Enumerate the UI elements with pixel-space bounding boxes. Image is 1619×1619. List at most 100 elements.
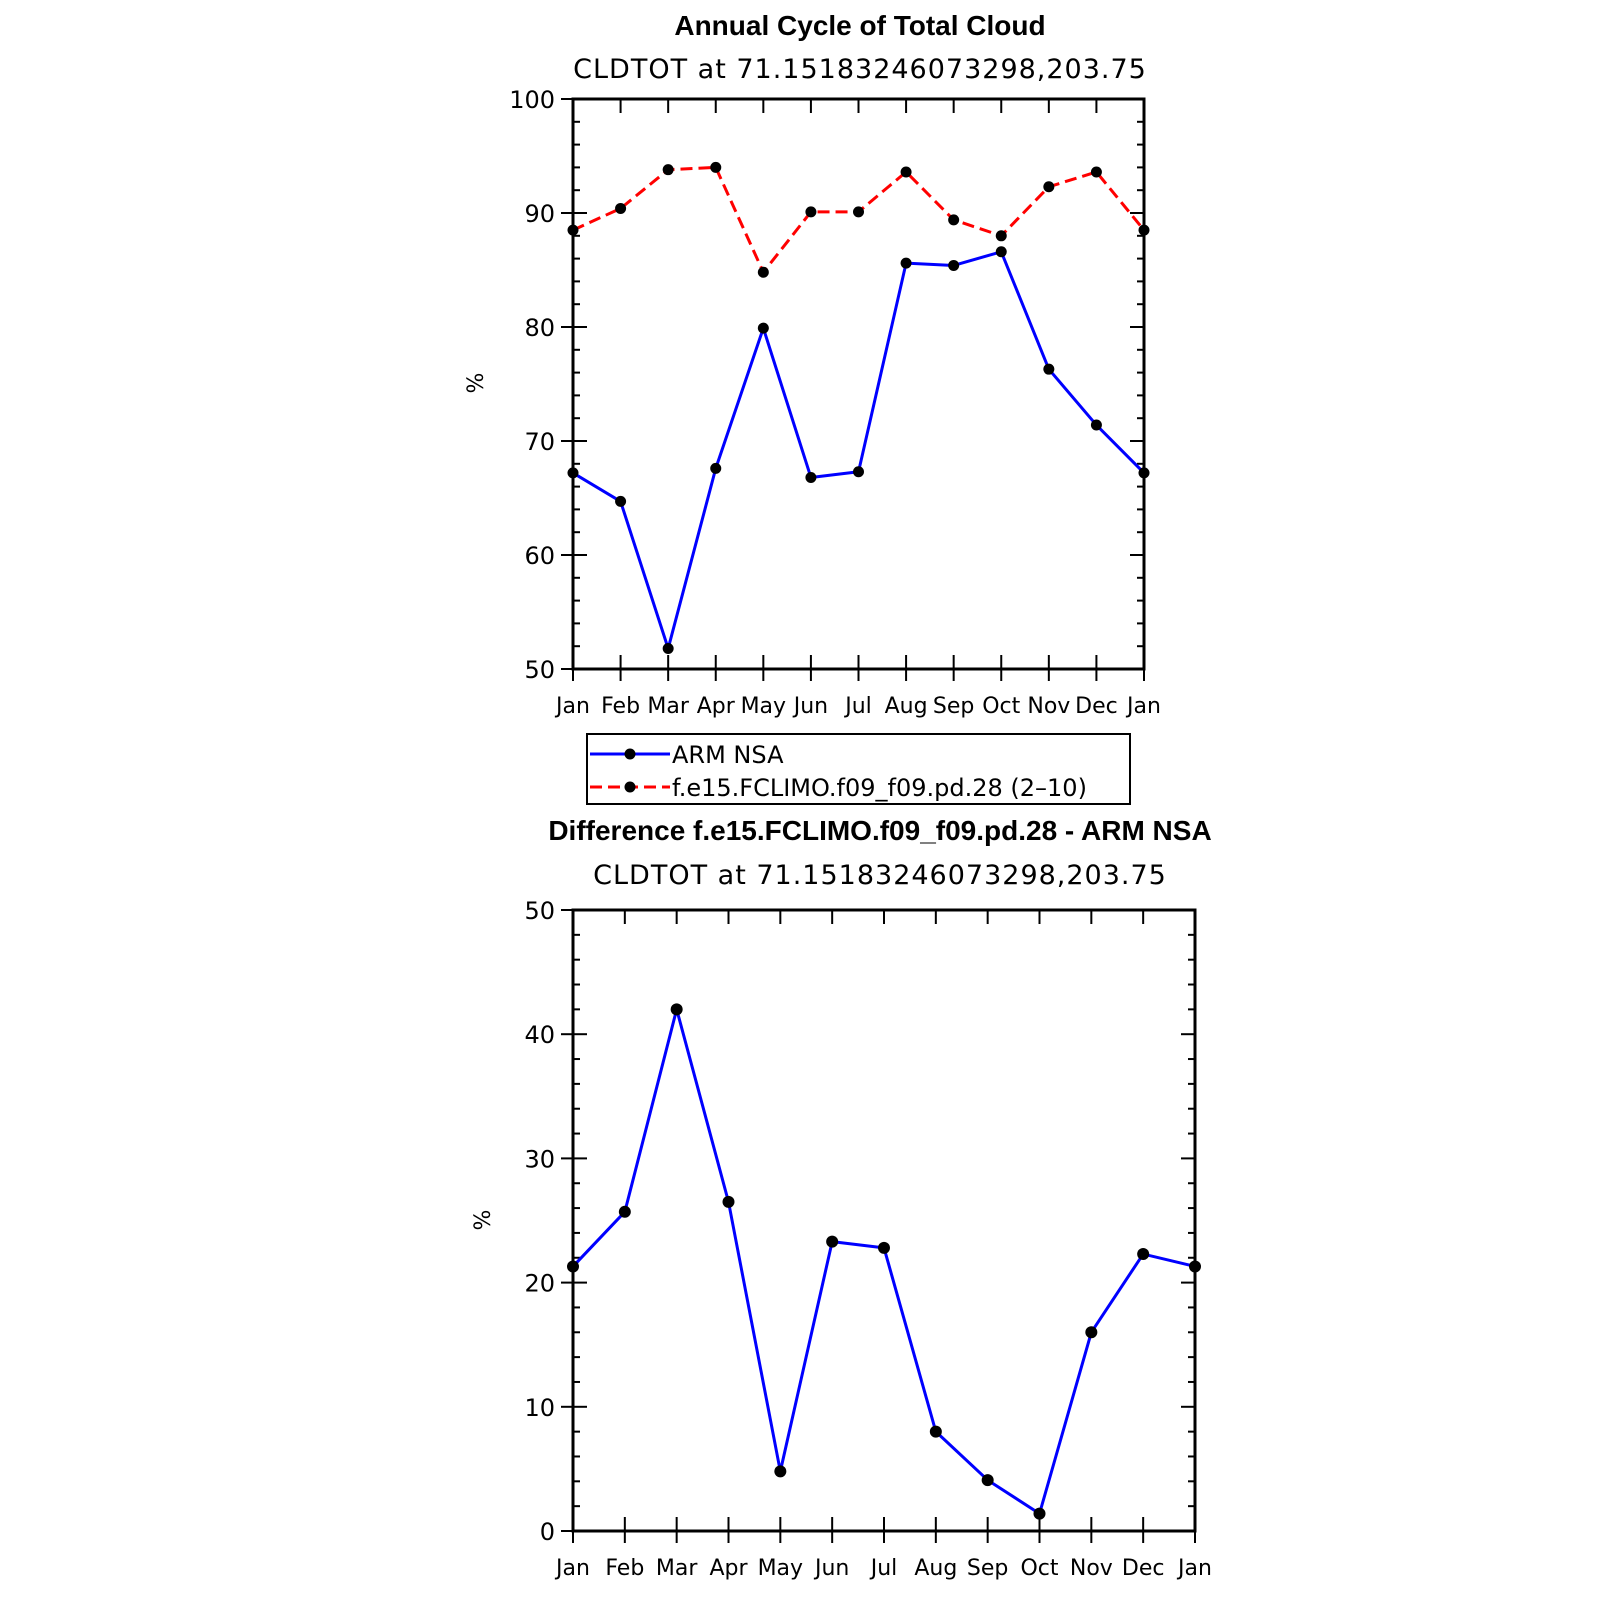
y-tick-label: 90 [524, 200, 555, 228]
data-point-sep-s2 [948, 214, 960, 226]
data-point-oct-s1 [1033, 1507, 1046, 1520]
data-point-nov-s1 [1043, 363, 1055, 375]
data-point-jan-s2 [1138, 224, 1150, 236]
x-tick-label-sep: Sep [933, 694, 974, 719]
data-point-dec-s1 [1090, 419, 1102, 431]
data-point-jul-s1 [878, 1241, 890, 1254]
data-point-aug-s2 [900, 166, 912, 178]
data-point-jan-s1 [567, 467, 579, 479]
x-tick-labels: Jan Feb Mar Apr May Jun Jul Aug Sep Oct Nov Dec Jan [554, 1556, 1212, 1581]
data-point-jun-s2 [805, 206, 817, 218]
chart-subtitle: CLDTOT at 71.15183246073298,203.75 [573, 54, 1147, 85]
x-tick-label-aug: Aug [914, 1556, 957, 1581]
data-point-oct-s2 [995, 230, 1007, 242]
y-tick-label: 20 [524, 1270, 555, 1298]
x-tick-label-apr: Apr [697, 694, 736, 719]
data-point-nov-s1 [1085, 1326, 1098, 1339]
legend-marker-arm-nsa [624, 748, 636, 760]
x-tick-label-jan: Jan [1176, 1556, 1212, 1581]
legend-label-arm-nsa: ARM NSA [672, 741, 784, 769]
series-points [567, 161, 1150, 654]
x-tick-label-may: May [758, 1556, 803, 1581]
data-point-may-s2 [757, 266, 769, 278]
x-tick-label-oct: Oct [1020, 1556, 1058, 1581]
x-tick-label-mar: Mar [647, 694, 689, 719]
x-tick-label-mar: Mar [656, 1556, 698, 1581]
x-tick-label-feb: Feb [601, 694, 640, 719]
x-tick-label-jul: Jul [843, 694, 872, 719]
x-tick-label-jan: Jan [554, 1556, 590, 1581]
legend-box [586, 733, 1131, 805]
chart-title: Difference f.e15.FCLIMO.f09_f09.pd.28 - … [548, 815, 1211, 846]
plot-frame [571, 908, 1197, 1533]
y-tick-label: 30 [524, 1145, 555, 1173]
data-point-jul-s2 [853, 206, 864, 218]
x-tick-label-sep: Sep [967, 1556, 1008, 1581]
x-tick-label-apr: Apr [709, 1556, 748, 1581]
x-tick-label-nov: Nov [1070, 1556, 1113, 1581]
data-point-feb-s1 [615, 495, 627, 507]
data-point-jun-s1 [826, 1235, 839, 1248]
chart-title: Annual Cycle of Total Cloud [674, 10, 1045, 41]
y-axis-label: % [471, 1210, 496, 1231]
data-point-jan-s1 [567, 1260, 579, 1273]
x-tick-label-dec: Dec [1075, 694, 1118, 719]
legend-entry-model: f.e15.FCLIMO.f09_f09.pd.28 (2–10) [590, 774, 1087, 802]
y-tick-label: 60 [524, 542, 555, 570]
data-point-apr-s2 [710, 161, 722, 173]
data-point-nov-s2 [1043, 181, 1055, 193]
y-tick-label: 50 [524, 897, 555, 925]
series-points [567, 1003, 1201, 1520]
y-tick-label: 70 [524, 428, 555, 456]
legend-entry-arm-nsa: ARM NSA [590, 741, 784, 769]
data-point-oct-s1 [995, 246, 1007, 258]
data-point-dec-s2 [1090, 166, 1102, 178]
data-point-jul-s1 [853, 466, 864, 478]
y-tick-label: 100 [509, 86, 555, 114]
plot-frame [571, 97, 1146, 671]
legend-label-model: f.e15.FCLIMO.f09_f09.pd.28 (2–10) [672, 774, 1087, 802]
x-tick-label-jan: Jan [1125, 694, 1161, 719]
x-tick-label-aug: Aug [885, 694, 928, 719]
data-point-may-s1 [774, 1465, 787, 1478]
y-axis-label: % [464, 373, 489, 394]
x-tick-labels: Jan Feb Mar Apr May Jun Jul Aug Sep Oct Nov Dec Jan [554, 694, 1161, 719]
x-tick-label-feb: Feb [605, 1556, 644, 1581]
data-point-mar-s1 [670, 1003, 683, 1016]
y-tick-label: 80 [524, 314, 555, 342]
data-point-mar-s2 [662, 164, 674, 176]
x-tick-label-jan: Jan [554, 694, 590, 719]
annual-cycle-chart: Annual Cycle of Total Cloud CLDTOT at 71… [464, 10, 1161, 719]
x-tick-label-oct: Oct [982, 694, 1020, 719]
y-tick-labels: 0 10 20 30 40 50 [524, 897, 555, 1546]
data-point-feb-s2 [615, 202, 627, 214]
data-point-sep-s1 [948, 259, 960, 271]
x-tick-label-dec: Dec [1122, 1556, 1165, 1581]
data-point-jan-s2 [567, 224, 579, 236]
data-point-may-s1 [757, 322, 769, 334]
chart-subtitle: CLDTOT at 71.15183246073298,203.75 [593, 860, 1167, 891]
data-point-feb-s1 [618, 1205, 631, 1218]
data-point-jun-s1 [805, 471, 817, 483]
legend-marker-model [624, 781, 636, 793]
x-tick-label-nov: Nov [1027, 694, 1070, 719]
data-point-jan-s1 [1138, 467, 1150, 479]
y-tick-label: 10 [524, 1394, 555, 1422]
legend: ARM NSA f.e15.FCLIMO.f09_f09.pd.28 (2–10… [586, 733, 1131, 805]
data-point-sep-s1 [981, 1474, 994, 1487]
data-point-dec-s1 [1137, 1248, 1150, 1261]
y-tick-label: 40 [524, 1021, 555, 1049]
x-tick-label-jun: Jun [813, 1556, 849, 1581]
data-point-mar-s1 [662, 642, 674, 654]
x-tick-label-jun: Jun [792, 694, 828, 719]
y-tick-label: 50 [524, 656, 555, 684]
data-point-apr-s1 [722, 1195, 735, 1208]
data-point-aug-s1 [900, 257, 912, 269]
data-point-apr-s1 [710, 462, 722, 474]
x-tick-label-jul: Jul [869, 1556, 898, 1581]
x-tick-label-may: May [741, 694, 786, 719]
y-tick-labels: 50 60 70 80 90 100 [509, 86, 555, 684]
